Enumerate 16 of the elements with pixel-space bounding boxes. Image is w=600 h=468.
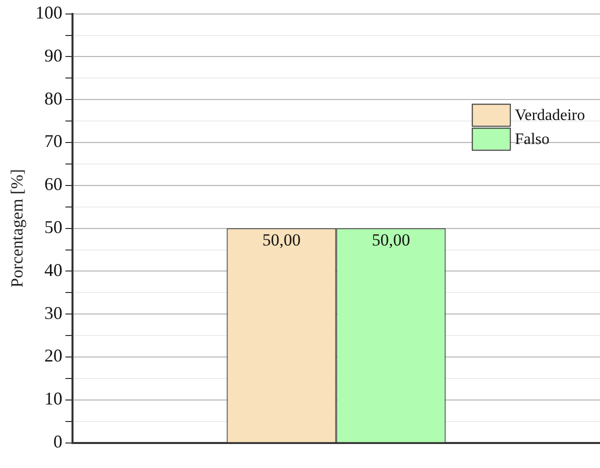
y-tick-label: 100 (35, 2, 62, 23)
y-tick-label: 80 (44, 88, 62, 108)
y-tick-label: 40 (44, 260, 62, 280)
legend-label: Falso (514, 131, 550, 148)
data-label: 50,00 (262, 230, 301, 250)
y-tick-label: 20 (44, 346, 62, 366)
y-tick-label: 30 (44, 302, 62, 323)
data-label: 50,00 (372, 230, 410, 250)
y-tick-label: 0 (53, 432, 62, 452)
y-tick-label: 60 (44, 174, 62, 194)
y-tick-label: 50 (44, 217, 62, 238)
y-tick-label: 70 (44, 131, 62, 152)
y-axis-title: Porcentagem [%] (8, 169, 27, 288)
legend-label: Verdadeiro (514, 107, 585, 124)
y-tick-label: 90 (44, 45, 62, 66)
y-tick-label: 10 (44, 388, 62, 409)
